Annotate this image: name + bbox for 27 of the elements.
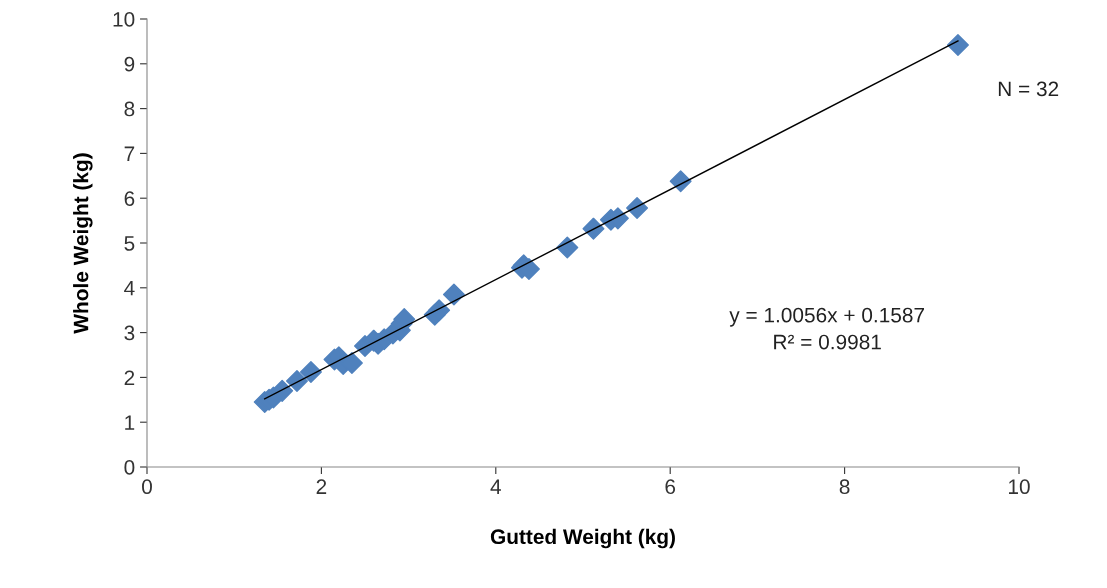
y-tick-label: 5	[124, 236, 135, 251]
y-tick-label: 4	[124, 281, 135, 296]
x-tick-label: 2	[316, 479, 327, 494]
x-tick-label: 6	[665, 479, 676, 495]
y-tick-label: 8	[124, 101, 135, 117]
y-tick-label: 0	[124, 460, 135, 475]
y-tick-label: 2	[124, 370, 135, 385]
annotation: R² = 0.9981	[774, 334, 881, 350]
point	[626, 197, 649, 220]
annotation: N = 32	[998, 81, 1059, 97]
point	[556, 236, 579, 259]
x-tick-label: 0	[142, 479, 152, 495]
y-tick-label: 1	[125, 415, 135, 430]
x-axis-title: Gutted Weight (kg)	[490, 528, 675, 549]
y-tick-label: 10	[113, 12, 135, 27]
y-tick-label: 9	[124, 56, 135, 72]
y-tick-label: 3	[124, 325, 135, 341]
point	[271, 379, 294, 402]
x-tick-label: 8	[839, 479, 850, 495]
point	[428, 299, 451, 322]
point	[582, 217, 605, 240]
y-axis-title: Whole Weight (kg)	[73, 153, 93, 334]
x-tick-label: 4	[490, 479, 501, 494]
y-tick-label: 7	[124, 146, 135, 161]
annotation: y = 1.0056x + 0.1587	[729, 307, 924, 327]
y-tick-label: 6	[124, 191, 135, 206]
x-tick-label: 10	[1009, 479, 1030, 495]
